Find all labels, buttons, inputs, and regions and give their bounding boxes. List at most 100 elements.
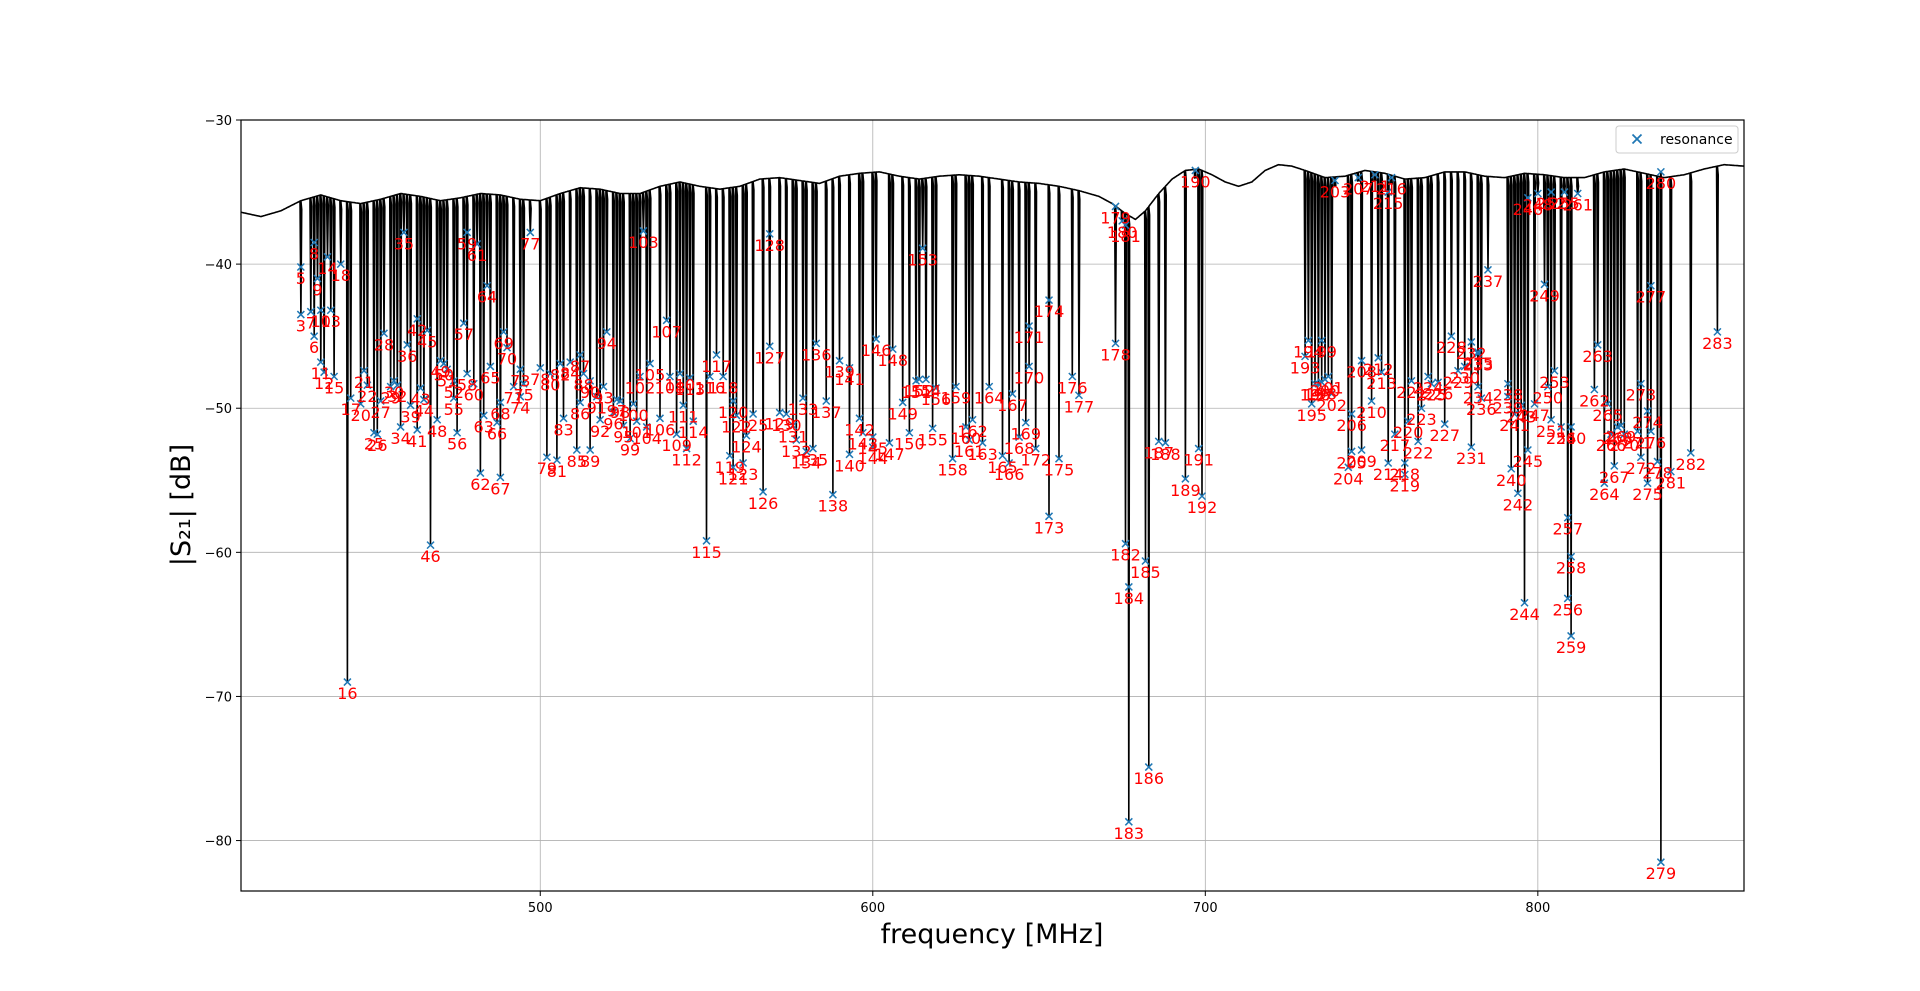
resonance-marker	[802, 447, 811, 456]
marker-stroke	[1447, 332, 1456, 341]
resonance-label: 194	[1293, 342, 1324, 361]
resonance-label: 49	[430, 363, 450, 382]
resonance-marker	[1074, 391, 1083, 400]
resonance-label: 281	[1656, 474, 1687, 493]
resonance-label: 28	[374, 335, 394, 354]
x-tick-label: 800	[1525, 901, 1550, 916]
resonance-marker	[665, 372, 674, 381]
resonance-label: 36	[397, 347, 417, 366]
resonance-label: 193	[1290, 358, 1321, 377]
marker-stroke	[323, 252, 332, 261]
marker-stroke	[998, 451, 1007, 460]
marker-stroke	[888, 345, 897, 354]
marker-stroke	[596, 415, 605, 424]
resonance-label: 92	[590, 422, 610, 441]
resonance-label: 59	[457, 234, 477, 253]
resonance-marker	[499, 327, 508, 336]
resonance-labels: 3578691011121413151816172021222526272829…	[296, 172, 1733, 883]
resonance-label: 148	[877, 351, 908, 370]
y-tick-label: −30	[205, 114, 232, 129]
resonance-marker	[978, 438, 987, 447]
marker-stroke	[1111, 202, 1120, 211]
marker-stroke	[855, 414, 864, 423]
resonance-marker	[1121, 221, 1130, 230]
resonance-label: 215	[1373, 194, 1404, 213]
marker-stroke	[493, 418, 502, 427]
resonance-label: 45	[417, 332, 437, 351]
resonance-label: 216	[1376, 180, 1407, 199]
resonance-marker	[1590, 385, 1599, 394]
resonance-marker	[1567, 631, 1576, 640]
marker-stroke	[1367, 396, 1376, 406]
x-tick-label: 700	[1193, 901, 1218, 916]
resonance-label: 196	[1300, 386, 1331, 405]
resonance-label: 123	[728, 465, 759, 484]
marker-stroke	[579, 369, 588, 378]
marker-stroke	[702, 536, 711, 545]
resonance-marker	[1111, 202, 1120, 211]
resonance-marker	[921, 375, 931, 384]
resonance-marker	[1304, 336, 1313, 345]
marker-stroke	[1324, 372, 1333, 381]
resonance-label: 121	[718, 469, 749, 488]
resonance-label: 66	[487, 425, 507, 444]
marker-stroke	[705, 372, 714, 381]
resonance-marker	[596, 415, 605, 424]
resonance-marker	[1643, 479, 1652, 488]
resonance-marker	[729, 396, 738, 406]
resonance-label: 14	[317, 259, 337, 278]
resonance-marker	[759, 487, 768, 496]
marker-stroke	[868, 443, 877, 452]
resonance-marker	[782, 409, 791, 419]
resonance-label: 248	[1523, 195, 1554, 214]
resonance-marker	[1643, 407, 1652, 416]
resonance-label: 34	[390, 429, 410, 448]
resonance-marker	[609, 408, 618, 417]
resonance-label: 51	[437, 371, 457, 390]
resonance-marker	[1713, 327, 1722, 336]
marker-stroke	[459, 319, 468, 328]
resonance-marker	[1636, 379, 1645, 388]
resonance-label: 261	[1562, 195, 1593, 214]
resonance-label: 97	[607, 402, 627, 421]
marker-stroke	[1643, 407, 1652, 416]
resonance-label: 70	[497, 350, 517, 369]
resonance-marker	[1686, 448, 1695, 457]
resonance-label: 22	[357, 387, 377, 406]
resonance-marker	[765, 342, 774, 351]
resonance-label: 222	[1403, 443, 1434, 462]
resonance-marker	[556, 359, 565, 368]
resonance-marker	[1473, 347, 1483, 357]
marker-stroke	[1074, 391, 1083, 400]
resonance-marker	[1404, 417, 1413, 426]
resonance-label: 228	[1436, 338, 1467, 357]
resonance-label: 35	[394, 234, 414, 253]
marker-stroke	[476, 469, 485, 478]
y-tick-label: −60	[205, 546, 232, 561]
resonance-label: 144	[858, 449, 889, 468]
resonance-marker	[1507, 464, 1516, 473]
marker-stroke	[1520, 598, 1529, 607]
resonance-marker	[1357, 445, 1366, 455]
resonance-label: 81	[547, 462, 567, 481]
marker-stroke	[1197, 492, 1207, 501]
marker-stroke	[363, 381, 372, 390]
resonance-marker	[1025, 322, 1034, 331]
marker-stroke	[1161, 438, 1170, 447]
resonance-marker	[576, 350, 585, 359]
resonance-label: 155	[917, 430, 948, 449]
resonance-label: 18	[331, 266, 351, 285]
marker-stroke	[419, 395, 428, 404]
marker-stroke	[1191, 166, 1200, 175]
marker-stroke	[502, 343, 512, 352]
resonance-marker	[1610, 461, 1619, 470]
resonance-marker	[655, 414, 665, 423]
resonance-label: 11	[311, 364, 331, 383]
marker-stroke	[1044, 296, 1054, 305]
resonance-label: 241	[1499, 416, 1530, 435]
marker-stroke	[413, 314, 422, 323]
marker-stroke	[566, 358, 575, 367]
y-axis-label: |S₂₁| [dB]	[166, 444, 197, 566]
resonance-marker	[868, 433, 877, 442]
resonance-marker	[1666, 467, 1675, 476]
